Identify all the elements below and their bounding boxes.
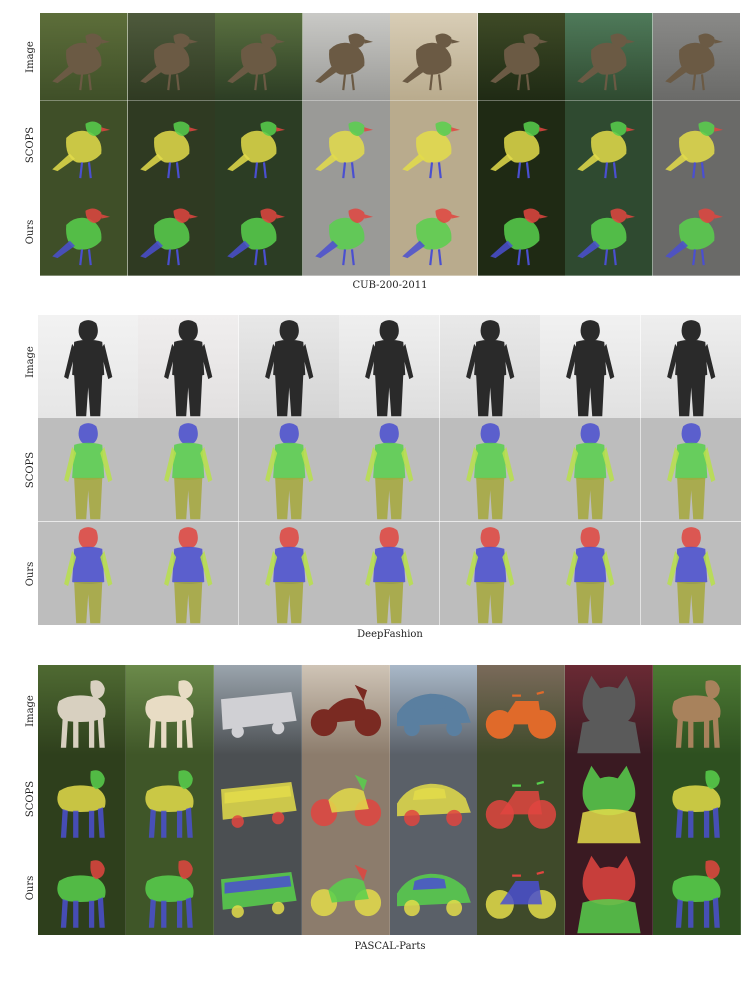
- bird-ours-thumbnail: [652, 188, 740, 276]
- bird-scops-thumbnail: [652, 100, 740, 189]
- bird-ours-thumbnail: [40, 188, 128, 276]
- cat-image-thumbnail: [565, 665, 654, 755]
- car-image-thumbnail: [389, 665, 478, 755]
- bus-ours-thumbnail: [213, 845, 302, 935]
- row-label-image: Image: [25, 346, 36, 378]
- person-ours-thumbnail: [138, 521, 239, 625]
- bird-scops-thumbnail: [215, 100, 303, 189]
- row-label-scops: SCOPS: [25, 780, 36, 818]
- dog-ours-thumbnail: [653, 845, 741, 935]
- person-scops-thumbnail: [238, 418, 340, 522]
- person-ours-thumbnail: [540, 521, 641, 625]
- bird-scops-thumbnail: [390, 100, 478, 189]
- horse-image-thumbnail: [38, 665, 126, 755]
- sheep-ours-thumbnail: [125, 845, 214, 935]
- cat-scops-thumbnail: [565, 755, 654, 845]
- row-label-image: Image: [25, 695, 36, 727]
- row-label-ours: Ours: [25, 875, 36, 901]
- row-label-image: Image: [25, 41, 36, 73]
- bird-image-thumbnail: [40, 13, 128, 101]
- row-label-ours: Ours: [25, 219, 36, 245]
- row-label-scops: SCOPS: [25, 126, 36, 164]
- bus-image-thumbnail: [213, 665, 302, 755]
- sheep-image-thumbnail: [125, 665, 214, 755]
- person-image-thumbnail: [540, 315, 641, 419]
- person-ours-thumbnail: [640, 521, 741, 625]
- caption-cub: CUB-200-2011: [352, 280, 428, 291]
- horse-scops-thumbnail: [38, 755, 126, 845]
- person-ours-thumbnail: [38, 521, 139, 625]
- sheep-scops-thumbnail: [125, 755, 214, 845]
- person-scops-thumbnail: [339, 418, 440, 522]
- cub-image-grid: [40, 13, 740, 276]
- bicycle-ours-thumbnail: [477, 845, 566, 935]
- cat-ours-thumbnail: [565, 845, 654, 935]
- bird-ours-thumbnail: [565, 188, 653, 276]
- bird-scops-thumbnail: [302, 100, 390, 189]
- row-label-ours: Ours: [25, 561, 36, 587]
- person-ours-thumbnail: [439, 521, 541, 625]
- bird-scops-thumbnail: [40, 100, 128, 189]
- person-scops-thumbnail: [439, 418, 541, 522]
- person-scops-thumbnail: [138, 418, 239, 522]
- car-scops-thumbnail: [389, 755, 478, 845]
- bird-scops-thumbnail: [565, 100, 653, 189]
- person-scops-thumbnail: [640, 418, 741, 522]
- bird-scops-thumbnail: [477, 100, 565, 189]
- dog-image-thumbnail: [653, 665, 741, 755]
- row-label-scops: SCOPS: [25, 451, 36, 489]
- person-scops-thumbnail: [38, 418, 139, 522]
- bird-ours-thumbnail: [127, 188, 215, 276]
- bird-ours-thumbnail: [477, 188, 565, 276]
- bird-image-thumbnail: [390, 13, 478, 101]
- bird-image-thumbnail: [127, 13, 215, 101]
- person-ours-thumbnail: [238, 521, 340, 625]
- bird-image-thumbnail: [302, 13, 390, 101]
- bird-image-thumbnail: [652, 13, 740, 101]
- deepfashion-image-grid: [38, 315, 741, 625]
- dog-scops-thumbnail: [653, 755, 741, 845]
- person-image-thumbnail: [339, 315, 440, 419]
- person-image-thumbnail: [138, 315, 239, 419]
- bird-image-thumbnail: [565, 13, 653, 101]
- bicycle-image-thumbnail: [477, 665, 566, 755]
- bus-scops-thumbnail: [213, 755, 302, 845]
- person-image-thumbnail: [640, 315, 741, 419]
- bird-image-thumbnail: [477, 13, 565, 101]
- person-ours-thumbnail: [339, 521, 440, 625]
- motorbike-scops-thumbnail: [301, 755, 390, 845]
- car-ours-thumbnail: [389, 845, 478, 935]
- person-image-thumbnail: [238, 315, 340, 419]
- pascal-image-grid: [38, 665, 741, 935]
- caption-pascal: PASCAL-Parts: [354, 941, 426, 952]
- bicycle-scops-thumbnail: [477, 755, 566, 845]
- person-scops-thumbnail: [540, 418, 641, 522]
- motorbike-ours-thumbnail: [301, 845, 390, 935]
- bird-ours-thumbnail: [215, 188, 303, 276]
- bird-scops-thumbnail: [127, 100, 215, 189]
- bird-ours-thumbnail: [390, 188, 478, 276]
- person-image-thumbnail: [38, 315, 139, 419]
- horse-ours-thumbnail: [38, 845, 126, 935]
- caption-deepfashion: DeepFashion: [357, 629, 423, 640]
- bird-ours-thumbnail: [302, 188, 390, 276]
- motorbike-image-thumbnail: [301, 665, 390, 755]
- bird-image-thumbnail: [215, 13, 303, 101]
- person-image-thumbnail: [439, 315, 541, 419]
